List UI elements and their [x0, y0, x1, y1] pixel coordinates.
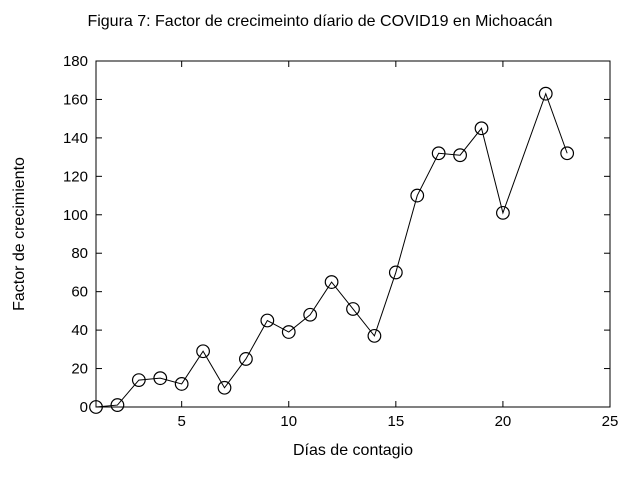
data-point-marker [239, 352, 253, 366]
data-point-marker [453, 148, 467, 163]
y-tick-label: 100 [63, 207, 88, 224]
data-point-marker [153, 371, 168, 386]
data-point-marker [110, 398, 125, 412]
axis-box [95, 60, 611, 408]
data-point-marker [131, 373, 146, 387]
data-point-marker [474, 121, 489, 136]
data-point-marker [388, 265, 403, 280]
data-point-marker [431, 146, 446, 161]
y-tick-label: 160 [63, 91, 88, 108]
data-point-marker [217, 380, 232, 395]
data-point-marker [196, 344, 210, 359]
x-tick-label: 25 [602, 413, 619, 430]
y-tick-label: 40 [71, 322, 88, 339]
data-line [95, 92, 568, 408]
data-point-marker [560, 146, 575, 161]
data-point-marker [538, 86, 553, 101]
x-tick-label: 20 [495, 413, 512, 430]
data-point-marker [260, 313, 275, 328]
data-point-marker [367, 328, 382, 343]
data-point-marker [324, 275, 339, 289]
data-point-marker [89, 400, 103, 414]
data-point-marker [410, 188, 425, 203]
chart-title: Figura 7: Factor de crecimeinto díario d… [87, 13, 553, 30]
data-point-marker [174, 377, 189, 391]
x-tick-label: 15 [387, 413, 404, 430]
x-tick-label: 5 [177, 413, 185, 430]
y-tick-label: 140 [63, 130, 88, 147]
x-axis-label: Días de contagio [292, 442, 414, 459]
data-point-marker [346, 302, 360, 316]
y-tick-label: 80 [71, 245, 88, 262]
x-tick-label: 10 [280, 413, 297, 430]
data-point-marker [496, 205, 510, 220]
y-tick-label: 60 [71, 284, 88, 301]
y-tick-label: 0 [80, 399, 88, 416]
y-tick-label: 20 [71, 361, 88, 378]
data-point-marker [281, 325, 296, 339]
y-tick-label: 120 [63, 168, 88, 185]
data-point-marker [303, 307, 318, 322]
y-tick-label: 180 [63, 53, 88, 70]
